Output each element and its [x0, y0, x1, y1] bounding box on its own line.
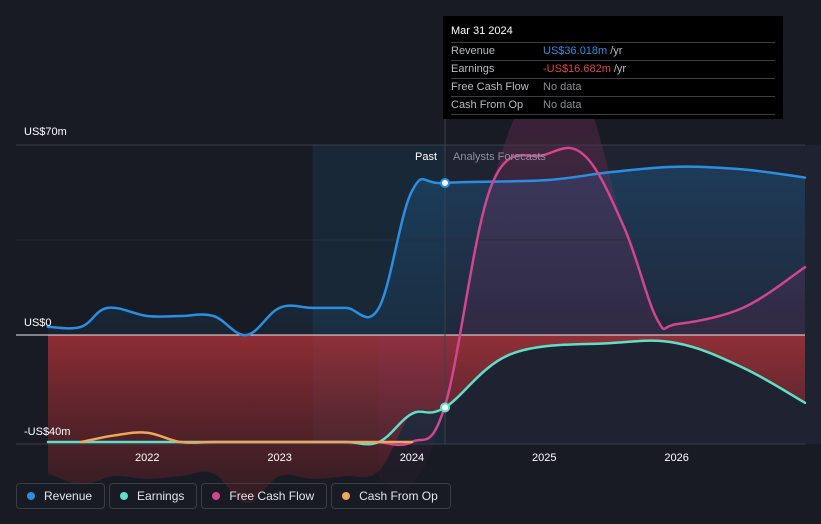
tooltip-label: Revenue: [451, 45, 496, 57]
legend-label: Free Cash Flow: [229, 489, 315, 503]
tooltip: Mar 31 2024 Revenue US$36.018m /yr Earni…: [443, 16, 783, 119]
tooltip-row-revenue: Revenue US$36.018m /yr: [451, 43, 775, 61]
tooltip-label: Earnings: [451, 63, 495, 75]
legend-dot-icon: [212, 492, 221, 500]
y-axis-top-label: US$70m: [24, 126, 67, 138]
legend-item-earnings[interactable]: Earnings: [109, 483, 198, 509]
x-tick-label: 2022: [135, 452, 159, 464]
forecast-label: Analysts Forecasts: [453, 151, 546, 163]
legend-dot-icon: [27, 492, 35, 500]
x-tick-label: 2024: [400, 452, 424, 464]
tooltip-row-free-cash-flow: Free Cash Flow No data: [451, 79, 775, 97]
x-tick-label: 2026: [664, 452, 688, 464]
revenue-area: [48, 166, 805, 336]
legend-label: Cash From Op: [359, 489, 438, 503]
cash-from-op-line: [79, 431, 414, 444]
legend-dot-icon: [120, 492, 129, 500]
tooltip-value: -US$16.682m: [543, 63, 611, 75]
tooltip-row-cash-from-op: Cash From Op No data: [451, 97, 775, 115]
x-tick-label: 2023: [267, 452, 291, 464]
legend-label: Earnings: [137, 489, 185, 503]
earnings-marker: [440, 402, 451, 413]
tooltip-label: Cash From Op: [451, 99, 524, 111]
tooltip-value: No data: [543, 81, 582, 93]
legend-item-free-cash-flow[interactable]: Free Cash Flow: [201, 483, 328, 509]
tooltip-unit: /yr: [613, 63, 627, 75]
revenue-marker: [440, 178, 451, 188]
x-tick-label: 2025: [532, 452, 556, 464]
tooltip-label: Free Cash Flow: [451, 81, 529, 93]
legend-item-revenue[interactable]: Revenue: [16, 483, 106, 509]
legend-item-cash-from-op[interactable]: Cash From Op: [331, 483, 451, 509]
past-label: Past: [415, 151, 437, 163]
legend-dot-icon: [342, 492, 351, 500]
tooltip-date: Mar 31 2024: [451, 24, 775, 43]
tooltip-unit: /yr: [610, 45, 623, 57]
tooltip-value: US$36.018m: [543, 45, 608, 57]
earnings-area: [48, 335, 805, 504]
tooltip-value: No data: [543, 99, 582, 111]
legend: Revenue Earnings Free Cash Flow Cash Fro…: [16, 483, 451, 509]
tooltip-row-earnings: Earnings -US$16.682m /yr: [451, 61, 775, 79]
legend-label: Revenue: [44, 489, 93, 503]
free-cash-flow-line: [377, 146, 807, 447]
free-cash-flow-area: [378, 56, 805, 490]
y-axis-zero-label: US$0: [24, 317, 52, 329]
revenue-line: [46, 165, 807, 337]
y-axis-bottom-label: -US$40m: [24, 426, 71, 438]
